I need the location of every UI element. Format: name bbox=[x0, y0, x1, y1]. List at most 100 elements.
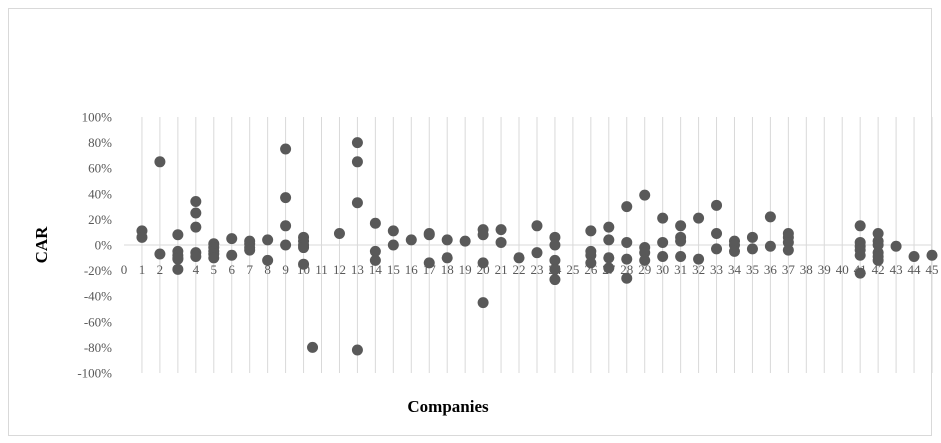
chart-frame bbox=[8, 8, 932, 436]
data-point bbox=[307, 341, 319, 353]
data-point bbox=[441, 252, 453, 264]
data-point bbox=[495, 224, 507, 236]
x-tick-label: 11 bbox=[315, 262, 328, 277]
data-point bbox=[675, 251, 687, 263]
data-point bbox=[621, 272, 633, 284]
data-point bbox=[172, 229, 184, 241]
data-point bbox=[549, 254, 561, 266]
data-point bbox=[746, 243, 758, 255]
x-tick-label: 2 bbox=[157, 262, 164, 277]
data-point bbox=[154, 248, 166, 260]
data-point bbox=[693, 253, 705, 265]
data-point bbox=[190, 207, 202, 219]
data-point bbox=[531, 247, 543, 259]
data-point bbox=[333, 227, 345, 239]
data-point bbox=[351, 156, 363, 168]
x-tick-label: 16 bbox=[405, 262, 419, 277]
x-tick-label: 45 bbox=[926, 262, 939, 277]
y-tick-label: 20% bbox=[88, 212, 112, 227]
data-point bbox=[441, 234, 453, 246]
data-point bbox=[369, 254, 381, 266]
data-point bbox=[746, 231, 758, 243]
data-point bbox=[280, 220, 292, 232]
x-tick-label: 40 bbox=[836, 262, 849, 277]
data-point bbox=[639, 189, 651, 201]
data-point bbox=[226, 249, 238, 261]
data-point bbox=[190, 195, 202, 207]
x-tick-label: 12 bbox=[333, 262, 346, 277]
data-point bbox=[477, 297, 489, 309]
y-tick-label: 40% bbox=[88, 186, 112, 201]
x-tick-label: 15 bbox=[387, 262, 400, 277]
y-tick-label: 0% bbox=[95, 238, 113, 253]
data-point bbox=[172, 253, 184, 265]
y-tick-label: 60% bbox=[88, 161, 112, 176]
data-point bbox=[459, 235, 471, 247]
data-point bbox=[603, 234, 615, 246]
x-tick-label: 6 bbox=[228, 262, 235, 277]
x-tick-label: 18 bbox=[441, 262, 454, 277]
data-point bbox=[549, 239, 561, 251]
data-point bbox=[711, 243, 723, 255]
data-point bbox=[280, 192, 292, 204]
data-point bbox=[477, 229, 489, 241]
data-point bbox=[154, 156, 166, 168]
x-tick-label: 37 bbox=[782, 262, 796, 277]
x-tick-label: 33 bbox=[710, 262, 723, 277]
x-tick-label: 30 bbox=[656, 262, 669, 277]
data-point bbox=[764, 240, 776, 252]
data-point bbox=[495, 236, 507, 248]
data-point bbox=[639, 247, 651, 259]
data-point bbox=[369, 245, 381, 257]
data-point bbox=[513, 252, 525, 264]
x-tick-label: 36 bbox=[764, 262, 778, 277]
data-point bbox=[872, 227, 884, 239]
x-tick-label: 42 bbox=[872, 262, 885, 277]
y-tick-labels: 100% 80% 60% 40% 20% 0% -20% -40% -60% -80% -100% bbox=[77, 110, 112, 381]
data-point bbox=[657, 251, 669, 263]
y-tick-label: 80% bbox=[88, 135, 112, 150]
data-point bbox=[280, 143, 292, 155]
data-point bbox=[711, 199, 723, 211]
y-tick-label: -40% bbox=[84, 289, 112, 304]
y-tick-label: -20% bbox=[84, 263, 112, 278]
x-tick-label: 31 bbox=[674, 262, 687, 277]
y-tick-label: -60% bbox=[84, 314, 112, 329]
data-point bbox=[226, 233, 238, 245]
data-point bbox=[908, 251, 920, 263]
data-point bbox=[136, 231, 148, 243]
y-tick-label: -80% bbox=[84, 340, 112, 355]
data-point bbox=[262, 234, 274, 246]
y-axis-title: CAR bbox=[32, 226, 51, 264]
x-tick-label: 22 bbox=[513, 262, 526, 277]
data-point bbox=[531, 220, 543, 232]
data-point bbox=[764, 211, 776, 223]
data-point bbox=[298, 242, 310, 254]
x-tick-label: 8 bbox=[264, 262, 271, 277]
data-point bbox=[549, 231, 561, 243]
data-point bbox=[603, 252, 615, 264]
data-point bbox=[621, 253, 633, 265]
x-axis-title: Companies bbox=[407, 397, 489, 416]
data-point bbox=[675, 220, 687, 232]
x-tick-label: 43 bbox=[890, 262, 903, 277]
x-tick-label: 39 bbox=[818, 262, 831, 277]
x-tick-label: 44 bbox=[908, 262, 922, 277]
data-point bbox=[351, 137, 363, 149]
data-point bbox=[854, 220, 866, 232]
x-tick-label: 35 bbox=[746, 262, 759, 277]
x-tick-label: 32 bbox=[692, 262, 705, 277]
data-point bbox=[639, 254, 651, 266]
data-point bbox=[872, 254, 884, 266]
x-tick-label: 4 bbox=[193, 262, 200, 277]
x-tick-label: 7 bbox=[246, 262, 253, 277]
x-tick-label: 38 bbox=[800, 262, 813, 277]
data-point bbox=[351, 197, 363, 209]
y-tick-label: -100% bbox=[77, 366, 112, 381]
x-tick-label: 29 bbox=[638, 262, 651, 277]
data-point bbox=[387, 239, 399, 251]
data-points bbox=[136, 137, 938, 356]
data-point bbox=[244, 244, 256, 256]
data-point bbox=[585, 257, 597, 269]
x-tick-label: 21 bbox=[495, 262, 508, 277]
